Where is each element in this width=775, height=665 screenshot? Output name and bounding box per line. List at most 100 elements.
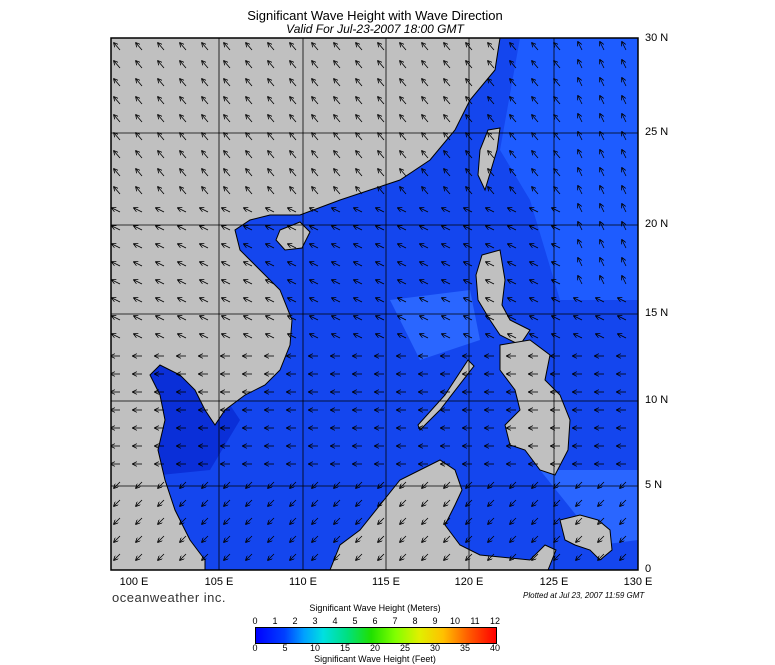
wave-direction-arrow: [376, 316, 385, 321]
wave-direction-arrow: [332, 244, 341, 249]
wave-direction-arrow: [266, 208, 275, 213]
lat-label-30n: 30 N: [645, 32, 669, 44]
wave-direction-arrow: [112, 298, 121, 303]
wave-direction-arrow: [290, 115, 297, 123]
wave-direction-arrow: [290, 97, 297, 105]
wave-direction-arrow: [158, 169, 165, 177]
wave-direction-arrow: [554, 535, 561, 542]
wave-direction-arrow: [442, 208, 451, 213]
wave-direction-arrow: [288, 334, 297, 339]
wave-direction-arrow: [266, 298, 275, 303]
wave-direction-arrow: [444, 553, 451, 560]
wave-direction-arrow: [290, 43, 297, 51]
wave-direction-arrow: [180, 553, 187, 560]
wave-direction-arrow: [114, 133, 121, 141]
wave-direction-arrow: [136, 481, 143, 488]
wave-direction-arrow: [530, 334, 539, 339]
wave-direction-arrow: [332, 208, 341, 213]
wave-direction-arrow: [356, 61, 363, 69]
wave-direction-arrow: [554, 499, 561, 506]
wave-direction-arrow: [290, 187, 297, 195]
wave-direction-arrow: [290, 61, 297, 69]
wave-direction-arrow: [598, 499, 605, 506]
wave-direction-arrow: [622, 258, 627, 267]
wave-direction-arrow: [332, 280, 341, 285]
wave-direction-arrow: [112, 244, 121, 249]
wave-direction-arrow: [202, 553, 209, 560]
wave-direction-arrow: [510, 481, 517, 488]
colorbar-feet-tick: 35: [459, 643, 470, 653]
wave-direction-arrow: [246, 97, 253, 105]
wave-direction-arrow: [532, 61, 539, 69]
wave-direction-arrow: [268, 517, 275, 524]
lat-label-25n: 25 N: [645, 126, 669, 138]
wave-direction-arrow: [288, 262, 297, 267]
wave-direction-arrow: [600, 240, 605, 249]
wave-direction-arrow: [578, 78, 583, 87]
wave-direction-arrow: [398, 208, 407, 213]
wave-direction-arrow: [202, 535, 209, 542]
wave-direction-arrow: [268, 499, 275, 506]
wave-direction-arrow: [600, 96, 605, 105]
wave-direction-arrow: [134, 226, 143, 231]
wave-direction-arrow: [112, 280, 121, 285]
wave-direction-arrow: [158, 553, 165, 560]
wave-direction-arrow: [312, 169, 319, 177]
wave-direction-arrow: [310, 244, 319, 249]
wave-direction-arrow: [332, 262, 341, 267]
wave-direction-arrow: [376, 334, 385, 339]
wave-direction-arrow: [422, 499, 429, 506]
wave-direction-arrow: [200, 244, 209, 249]
wave-direction-arrow: [158, 97, 165, 105]
wave-direction-arrow: [268, 151, 275, 159]
wave-direction-arrow: [202, 79, 209, 87]
wave-direction-arrow: [156, 280, 165, 285]
wave-direction-arrow: [422, 553, 429, 560]
wave-direction-arrow: [596, 334, 605, 339]
wave-direction-arrow: [290, 481, 297, 488]
colorbar: [255, 627, 497, 644]
wave-direction-arrow: [222, 262, 231, 267]
wave-direction-arrow: [574, 316, 583, 321]
wave-direction-arrow: [466, 481, 473, 488]
wave-direction-arrow: [158, 187, 165, 195]
wave-direction-arrow: [510, 61, 517, 69]
wave-direction-arrow: [376, 208, 385, 213]
wave-direction-arrow: [202, 517, 209, 524]
wave-direction-arrow: [378, 187, 385, 195]
wave-direction-arrow: [158, 43, 165, 51]
wave-direction-arrow: [134, 208, 143, 213]
wave-direction-arrow: [114, 97, 121, 105]
wave-direction-arrow: [486, 334, 495, 339]
wave-direction-arrow: [532, 187, 539, 195]
wave-direction-arrow: [378, 133, 385, 141]
wave-direction-arrow: [422, 97, 429, 105]
wave-direction-arrow: [224, 517, 231, 524]
colorbar-feet-tick: 40: [489, 643, 500, 653]
wave-direction-arrow: [596, 316, 605, 321]
colorbar-meter-tick: 11: [470, 616, 480, 626]
wave-direction-arrow: [422, 169, 429, 177]
wave-direction-arrow: [246, 499, 253, 506]
wave-direction-arrow: [290, 535, 297, 542]
wave-direction-arrow: [398, 280, 407, 285]
wave-direction-arrow: [398, 226, 407, 231]
wave-direction-arrow: [290, 499, 297, 506]
wave-direction-arrow: [554, 517, 561, 524]
wave-direction-arrow: [244, 244, 253, 249]
wave-direction-arrow: [530, 298, 539, 303]
wave-direction-arrow: [290, 133, 297, 141]
wave-direction-arrow: [552, 262, 561, 267]
wave-direction-arrow: [578, 60, 583, 69]
land-mindanao: [499, 339, 571, 476]
wave-direction-arrow: [578, 258, 583, 267]
wave-direction-arrow: [332, 334, 341, 339]
wave-direction-arrow: [578, 150, 583, 159]
wave-direction-arrow: [442, 244, 451, 249]
wave-direction-arrow: [378, 97, 385, 105]
wave-direction-arrow: [620, 553, 627, 560]
wave-direction-arrow: [532, 169, 539, 177]
wave-direction-arrow: [310, 316, 319, 321]
wave-direction-arrow: [510, 115, 517, 123]
wave-direction-arrow: [600, 132, 605, 141]
